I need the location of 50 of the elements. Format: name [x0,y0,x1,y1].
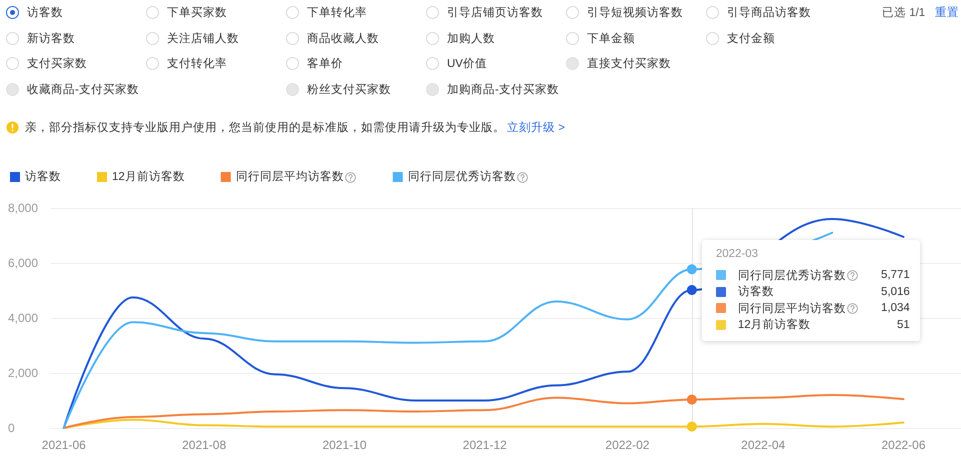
annotation: 1,034 [880,302,910,314]
text: 直接支付买家数 [587,56,671,71]
text: UV价值 [447,56,487,71]
text: 支付买家数 [27,56,87,71]
y-tick-label: 4,000 [8,311,38,325]
text: 重置 [935,6,959,21]
legend-label: 访客数 [25,169,61,183]
text: 支付转化率 [167,56,227,71]
x-tick-label: 2021-06 [42,438,86,452]
text: 引导店铺页访客数 [447,5,543,20]
text: 加购人数 [447,32,495,46]
annotation: 5,016 [880,286,910,298]
text: 引导短视频访客数 [587,5,683,20]
y-tick-label: 6,000 [8,256,38,270]
legend-label: 同行同层优秀访客数 [408,169,516,183]
annotation: 51 [896,318,910,331]
y-tick-label: 8,000 [8,201,38,215]
text: 加购商品-支付买家数 [447,82,559,96]
text: 关注店铺人数 [167,31,239,46]
y-tick-label: 2,000 [8,366,38,380]
ref-line-label: 2022-03 [716,248,760,260]
text: 客单价 [307,56,343,71]
text: 访客数 [27,5,63,20]
text: 支付金额 [727,32,775,46]
annotation: 同行同层平均访客数 [738,301,846,316]
legend-label: 12月前访客数 [112,169,185,183]
text: 立刻升级 > [507,120,565,134]
x-tick-label: 2022-06 [881,438,926,452]
annotation: 12月前访客数 [738,317,811,332]
text: 收藏商品-支付买家数 [27,82,139,96]
legend-label: 同行同层平均访客数 [236,169,344,183]
line-series [62,394,904,429]
text: 下单买家数 [167,5,227,20]
y-tick-label: 0 [8,421,15,435]
x-tick-label: 2021-08 [182,438,226,452]
text: 引导商品访客数 [727,5,811,20]
x-tick-label: 2022-04 [741,438,786,452]
x-tick-label: 2021-12 [462,438,508,452]
x-tick-label: 2022-02 [605,438,650,452]
annotation: 访客数 [738,284,774,300]
x-tick-label: 2021-10 [322,438,367,452]
text: 下单金额 [587,32,635,46]
annotation: 5,771 [880,269,910,282]
text: 下单转化率 [307,6,367,20]
text: 亲，部分指标仅支持专业版用户使用，您当前使用的是标准版，如需使用请升级为专业版。 [25,120,505,134]
text: 已选 1/1 [882,6,926,21]
text: 粉丝支付买家数 [307,82,391,96]
text: 商品收藏人数 [307,31,379,46]
text: 新访客数 [27,31,75,46]
annotation: 同行同层优秀访客数 [738,268,846,283]
